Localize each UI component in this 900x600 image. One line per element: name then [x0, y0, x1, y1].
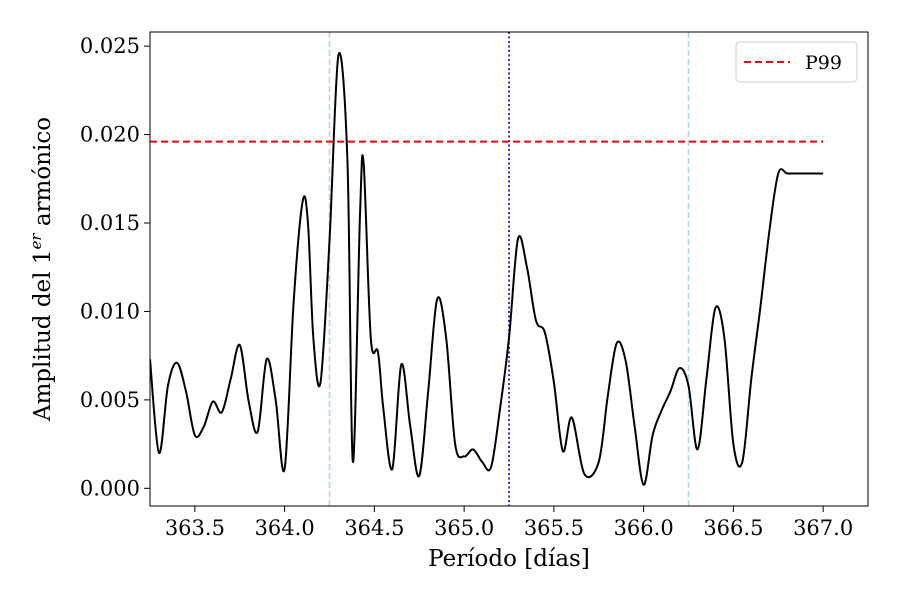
- x-axis-label: Período [días]: [428, 546, 590, 572]
- y-axis-label-superscript: er: [27, 233, 45, 250]
- y-ticks: 0.000 0.005 0.010 0.015 0.020 0.025: [80, 34, 150, 500]
- x-tick-label: 367.0: [793, 516, 853, 540]
- axes-frame: [149, 31, 869, 507]
- series-line-amplitude: [150, 51, 824, 486]
- x-tick-label: 366.0: [614, 516, 674, 540]
- y-tick-label: 0.015: [80, 211, 140, 235]
- x-tick-label: 364.5: [344, 516, 404, 540]
- y-axis-label: Amplitud del 1er armónico: [27, 117, 56, 422]
- legend-box: [735, 41, 858, 83]
- y-axis-label-main: Amplitud del 1: [30, 250, 56, 423]
- x-tick-label: 365.5: [524, 516, 584, 540]
- x-tick-label: 363.5: [165, 516, 225, 540]
- legend-label-p99: P99: [805, 52, 842, 74]
- y-tick-label: 0.005: [80, 388, 140, 412]
- y-tick-label: 0.000: [80, 476, 140, 500]
- y-tick-label: 0.025: [80, 34, 140, 58]
- x-ticks: 363.5 364.0 364.5 365.0 365.5 366.0 366.5 367.0: [165, 506, 853, 540]
- y-tick-label: 0.010: [80, 299, 140, 323]
- x-tick-label: 365.0: [434, 516, 494, 540]
- vertical-lines: [328, 32, 690, 506]
- series-lines: [150, 51, 824, 486]
- x-tick-label: 366.5: [703, 516, 763, 540]
- legend: P99: [735, 41, 858, 83]
- y-tick-label: 0.020: [80, 123, 140, 147]
- x-tick-label: 364.0: [255, 516, 315, 540]
- y-axis-label-end: armónico: [30, 117, 56, 234]
